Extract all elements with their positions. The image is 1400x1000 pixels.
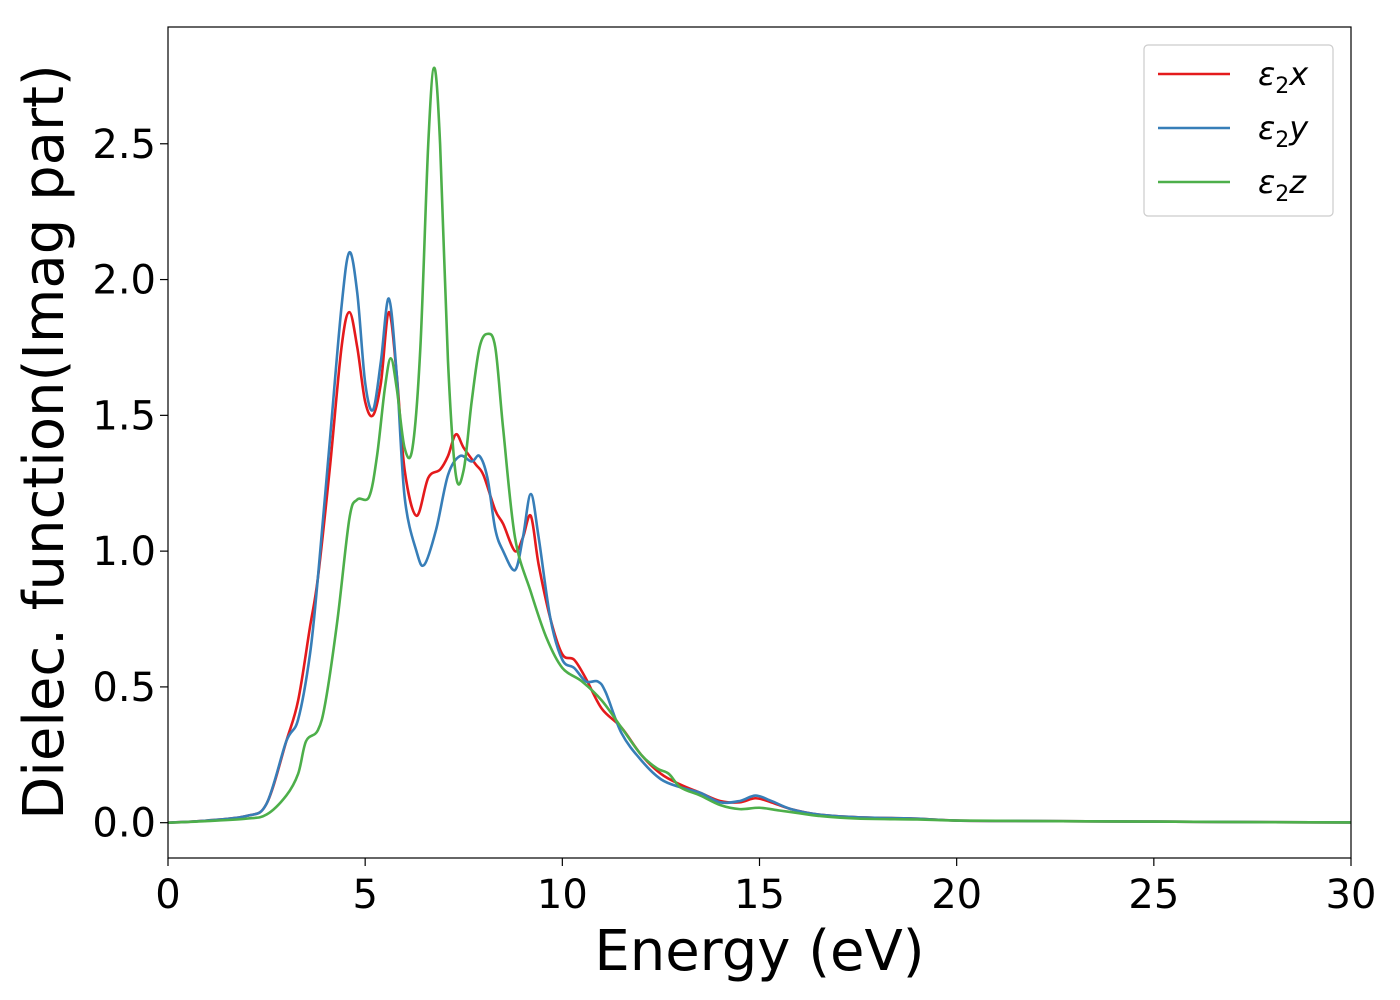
y-tick-label: 1.5 xyxy=(92,393,156,439)
series-line-y xyxy=(167,251,1352,824)
y-axis: 0.0 0.5 1.0 1.5 2.0 2.5 xyxy=(92,122,168,847)
x-tick-label: 5 xyxy=(352,872,377,918)
legend-label-z: ε2z xyxy=(1258,163,1307,207)
legend: ε2x ε2y ε2z xyxy=(1143,44,1334,217)
x-axis-title: Energy (eV) xyxy=(594,919,924,984)
y-tick-label: 1.0 xyxy=(92,529,156,575)
x-axis: 0 5 10 15 20 25 30 xyxy=(155,858,1376,918)
x-tick-label: 25 xyxy=(1128,872,1179,918)
y-tick-label: 0.5 xyxy=(92,665,156,711)
legend-frame xyxy=(1143,44,1334,217)
series-line-z xyxy=(167,66,1352,824)
y-tick-label: 0.0 xyxy=(92,801,156,847)
y-axis-title: Dielec. function(Imag part) xyxy=(12,64,77,820)
x-tick-label: 10 xyxy=(537,872,588,918)
y-tick-label: 2.0 xyxy=(92,258,156,304)
x-tick-label: 15 xyxy=(734,872,785,918)
series-layer xyxy=(167,66,1352,824)
legend-label-y: ε2y xyxy=(1258,109,1309,153)
x-tick-label: 0 xyxy=(155,872,180,918)
legend-label-x: ε2x xyxy=(1258,55,1309,99)
y-tick-label: 2.5 xyxy=(92,122,156,168)
x-tick-label: 30 xyxy=(1326,872,1377,918)
x-tick-label: 20 xyxy=(931,872,982,918)
